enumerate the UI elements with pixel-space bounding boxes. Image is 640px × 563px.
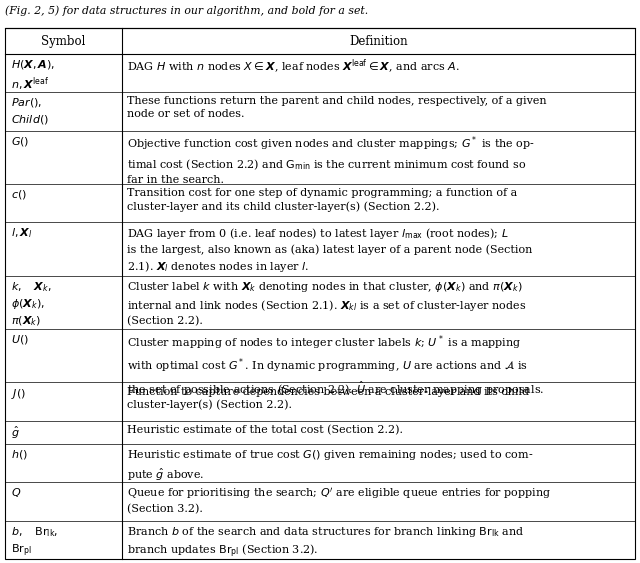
Text: Definition: Definition <box>349 34 408 47</box>
Text: DAG layer from 0 (i.e. leaf nodes) to latest layer $l_{\max}$ (root nodes); $L$
: DAG layer from 0 (i.e. leaf nodes) to la… <box>127 226 532 274</box>
Text: (Fig. 2, 5) for data structures in our algorithm, and bold for a set.: (Fig. 2, 5) for data structures in our a… <box>5 5 368 16</box>
Text: Function to capture dependencies between a cluster-layer and its child
cluster-l: Function to capture dependencies between… <box>127 387 529 410</box>
Text: $H(\boldsymbol{X}, \boldsymbol{A}),$
$n, \boldsymbol{X}^{\mathrm{leaf}}$: $H(\boldsymbol{X}, \boldsymbol{A}),$ $n,… <box>10 58 55 93</box>
Text: $k, \quad \boldsymbol{X}_k,$
$\phi(\boldsymbol{X}_k),$
$\pi(\boldsymbol{X}_k)$: $k, \quad \boldsymbol{X}_k,$ $\phi(\bold… <box>10 280 51 328</box>
Text: $l, \boldsymbol{X}_l$: $l, \boldsymbol{X}_l$ <box>10 226 32 240</box>
Text: Cluster label $k$ with $\boldsymbol{X}_k$ denoting nodes in that cluster, $\phi(: Cluster label $k$ with $\boldsymbol{X}_k… <box>127 280 527 326</box>
Text: $\mathit{Par}(),$
$\mathit{Child}()$: $\mathit{Par}(),$ $\mathit{Child}()$ <box>10 96 49 126</box>
Text: $h()$: $h()$ <box>10 448 28 461</box>
Text: These functions return the parent and child nodes, respectively, of a given
node: These functions return the parent and ch… <box>127 96 547 119</box>
Text: $\hat{g}$: $\hat{g}$ <box>10 425 19 441</box>
Text: Branch $b$ of the search and data structures for branch linking $\mathrm{Br}_{\m: Branch $b$ of the search and data struct… <box>127 525 524 560</box>
Text: $J()$: $J()$ <box>10 387 26 400</box>
Text: Heuristic estimate of the total cost (Section 2.2).: Heuristic estimate of the total cost (Se… <box>127 425 403 435</box>
Text: Cluster mapping of nodes to integer cluster labels $k$; $U^*$ is a mapping
with : Cluster mapping of nodes to integer clus… <box>127 333 545 399</box>
Text: Heuristic estimate of true cost $G()$ given remaining nodes; used to com-
pute $: Heuristic estimate of true cost $G()$ gi… <box>127 448 534 483</box>
Text: $G()$: $G()$ <box>10 135 29 148</box>
Text: DAG $H$ with $n$ nodes $X \in \boldsymbol{X}$, leaf nodes $\boldsymbol{X}^{\math: DAG $H$ with $n$ nodes $X \in \boldsymbo… <box>127 58 460 76</box>
Text: $c()$: $c()$ <box>10 188 26 201</box>
Text: Queue for prioritising the search; $Q'$ are eligible queue entries for popping
(: Queue for prioritising the search; $Q'$ … <box>127 486 551 515</box>
Text: Symbol: Symbol <box>41 34 86 47</box>
Text: Objective function cost given nodes and cluster mappings; $G^*$ is the op-
timal: Objective function cost given nodes and … <box>127 135 535 185</box>
Text: $b, \quad \mathrm{Br}_{\mathrm{lk}},$
$\mathrm{Br}_{\mathrm{pl}}$: $b, \quad \mathrm{Br}_{\mathrm{lk}},$ $\… <box>10 525 58 558</box>
Text: $U()$: $U()$ <box>10 333 28 346</box>
Text: Transition cost for one step of dynamic programming; a function of a
cluster-lay: Transition cost for one step of dynamic … <box>127 188 517 212</box>
Text: $Q$: $Q$ <box>10 486 21 499</box>
